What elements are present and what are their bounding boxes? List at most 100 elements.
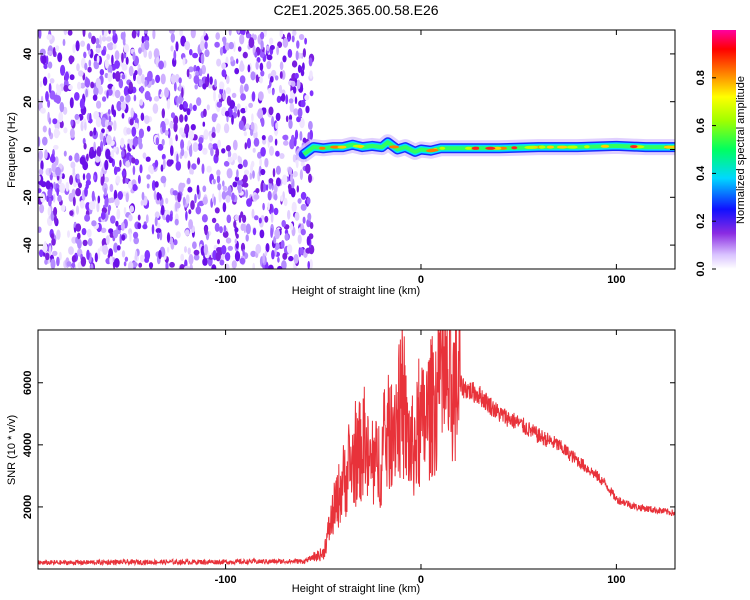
noise-speckle xyxy=(307,132,311,141)
noise-speckle xyxy=(45,180,51,190)
noise-speckle xyxy=(80,256,87,267)
noise-speckle xyxy=(243,169,250,176)
noise-speckle xyxy=(108,115,112,123)
noise-speckle xyxy=(94,252,98,263)
noise-speckle xyxy=(140,85,144,94)
noise-speckle xyxy=(101,30,105,36)
noise-speckle xyxy=(146,174,151,180)
noise-speckle xyxy=(243,223,247,234)
noise-speckle xyxy=(109,256,113,265)
noise-speckle xyxy=(202,196,208,205)
noise-speckle xyxy=(131,30,137,39)
noise-speckle xyxy=(157,232,160,240)
noise-speckle xyxy=(288,114,293,121)
noise-speckle xyxy=(194,84,198,90)
noise-speckle xyxy=(55,95,61,104)
noise-speckle xyxy=(92,94,98,101)
noise-speckle xyxy=(177,192,182,203)
noise-speckle xyxy=(230,56,234,62)
noise-speckle xyxy=(304,94,310,101)
carrier-hotspot xyxy=(388,145,400,149)
noise-speckle xyxy=(250,71,256,81)
noise-speckle xyxy=(292,154,296,163)
spectrogram-panel: -100 0 100 -40 -20 0 20 40 Height of straight l… xyxy=(6,29,676,297)
noise-speckle xyxy=(240,60,244,69)
noise-speckle xyxy=(297,198,302,204)
noise-speckle xyxy=(299,131,303,141)
colorbar-tick-label: 0.8 xyxy=(695,70,707,85)
noise-speckle xyxy=(245,123,250,130)
noise-speckle xyxy=(87,238,93,247)
noise-speckle xyxy=(273,193,278,201)
noise-speckle xyxy=(91,35,96,45)
colorbar-tick-label: 0.6 xyxy=(695,118,707,133)
noise-speckle xyxy=(122,36,126,46)
noise-speckle xyxy=(116,245,121,251)
spectrogram-ticks: -100 0 100 -40 -20 0 20 40 xyxy=(22,30,675,286)
noise-speckle xyxy=(276,45,279,56)
noise-speckle xyxy=(261,135,266,141)
noise-speckle xyxy=(234,227,239,233)
noise-speckle xyxy=(251,160,255,168)
noise-speckle xyxy=(217,183,222,191)
noise-speckle xyxy=(160,205,165,216)
noise-speckle xyxy=(72,43,76,54)
noise-speckle xyxy=(49,91,54,98)
noise-speckle xyxy=(186,177,191,185)
noise-speckle xyxy=(267,87,272,94)
noise-speckle xyxy=(91,190,95,202)
noise-speckle xyxy=(297,107,303,118)
noise-speckle xyxy=(132,184,138,192)
noise-speckle xyxy=(269,76,274,83)
noise-speckle xyxy=(161,138,165,146)
noise-speckle xyxy=(40,95,44,104)
noise-speckle xyxy=(217,139,222,148)
colorbar-gradient xyxy=(712,30,736,269)
noise-speckle xyxy=(130,107,134,118)
noise-speckle xyxy=(88,49,91,55)
noise-speckle xyxy=(133,231,139,239)
noise-speckle xyxy=(86,153,89,162)
noise-speckle xyxy=(110,150,115,159)
noise-speckle xyxy=(164,129,169,136)
noise-speckle xyxy=(275,177,281,187)
noise-speckle xyxy=(153,190,157,201)
noise-speckle xyxy=(248,37,255,49)
noise-speckle xyxy=(299,169,303,181)
noise-speckle xyxy=(95,37,100,45)
noise-speckle xyxy=(260,117,265,128)
noise-speckle xyxy=(210,147,214,157)
noise-speckle xyxy=(190,168,194,175)
noise-speckle xyxy=(235,233,239,239)
noise-speckle xyxy=(123,86,130,97)
noise-speckle xyxy=(84,214,91,222)
noise-speckle xyxy=(232,139,238,151)
snr-panel: -100 0 100 2000 4000 6000 Height of straight … xyxy=(6,329,676,595)
spectrogram-ylabel: Frequency (Hz) xyxy=(6,112,18,188)
noise-speckle xyxy=(304,37,307,45)
noise-speckle xyxy=(108,228,114,234)
noise-speckle xyxy=(248,102,254,108)
noise-speckle xyxy=(246,198,253,207)
noise-speckle xyxy=(39,249,44,258)
noise-speckle xyxy=(144,115,150,125)
noise-speckle xyxy=(300,69,305,77)
noise-speckle xyxy=(212,178,216,185)
noise-speckle xyxy=(237,46,242,52)
noise-speckle xyxy=(131,126,137,137)
noise-speckle xyxy=(90,263,94,269)
noise-speckle xyxy=(260,70,265,77)
snr-ylabel: SNR (10 * v/v) xyxy=(6,415,18,485)
noise-speckle xyxy=(125,160,131,168)
colorbar-label: Normalized spectral amplitude xyxy=(735,76,747,224)
noise-speckle xyxy=(271,116,275,127)
noise-speckle xyxy=(183,265,190,269)
noise-speckle xyxy=(144,40,150,51)
noise-speckle xyxy=(264,157,269,168)
noise-speckle xyxy=(253,215,259,221)
noise-speckle xyxy=(69,128,75,139)
noise-speckle xyxy=(66,261,72,267)
noise-speckle xyxy=(169,261,175,268)
noise-speckle xyxy=(48,117,52,125)
noise-speckle xyxy=(302,62,305,71)
